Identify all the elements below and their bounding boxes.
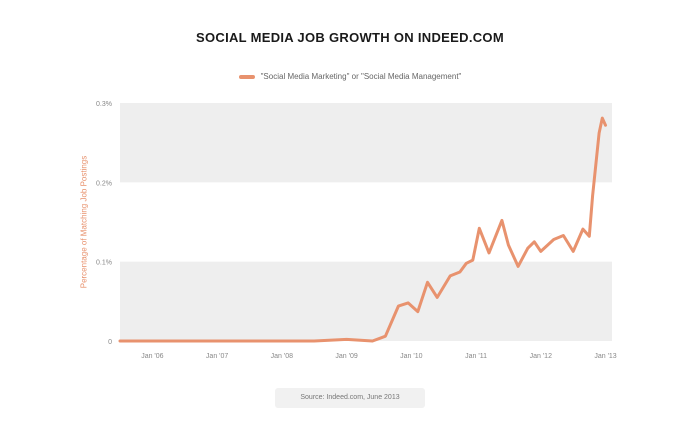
x-tick-label: Jan '07 — [206, 353, 228, 360]
chart-title: SOCIAL MEDIA JOB GROWTH ON INDEED.COM — [196, 30, 504, 45]
legend-swatch — [238, 74, 255, 79]
x-tick-label: Jan '08 — [271, 353, 293, 360]
y-tick-label: 0 — [108, 339, 112, 346]
y-tick-label: 0.3% — [96, 101, 112, 108]
x-tick-label: Jan '09 — [335, 353, 357, 360]
x-tick-label: Jan '13 — [594, 353, 616, 360]
source-note: Source: Indeed.com, June 2013 — [275, 388, 425, 408]
y-tick-label: 0.2% — [96, 180, 112, 187]
legend[interactable]: "Social Media Marketing" or "Social Medi… — [0, 72, 700, 81]
x-tick-label: Jan '10 — [400, 353, 422, 360]
x-tick-label: Jan '12 — [530, 353, 552, 360]
series-line — [118, 116, 607, 343]
legend-label: "Social Media Marketing" or "Social Medi… — [260, 72, 462, 81]
grid-band — [120, 103, 612, 183]
x-tick-label: Jan '11 — [465, 353, 487, 360]
x-tick-label: Jan '06 — [141, 353, 163, 360]
y-tick-label: 0.1% — [96, 260, 112, 267]
grid-band — [120, 261, 612, 341]
